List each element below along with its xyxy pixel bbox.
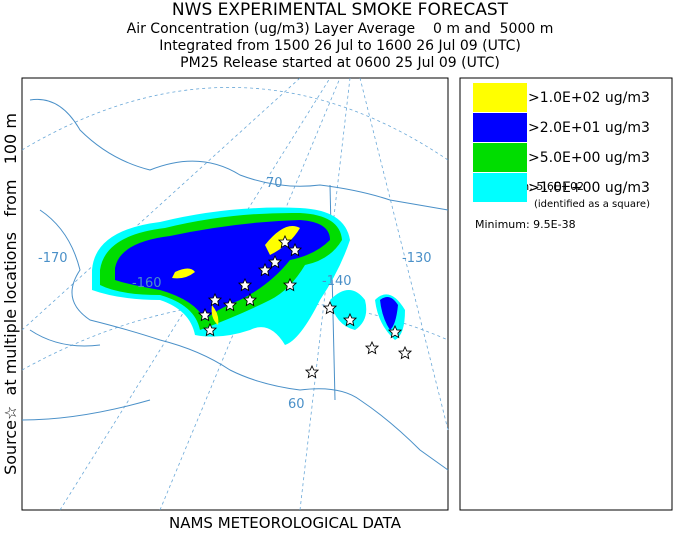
header-line: Integrated from 1500 26 Jul to 1600 26 J… [159, 38, 521, 54]
map-label: -130 [402, 251, 432, 266]
legend-swatch [473, 143, 527, 172]
title: NWS EXPERIMENTAL SMOKE FORECAST [172, 0, 509, 20]
map-label: 70 [266, 176, 283, 191]
map-label: -170 [38, 251, 68, 266]
map-label: 60 [288, 397, 305, 412]
legend-swatch [473, 113, 527, 142]
maximum-note: (identified as a square) [534, 199, 650, 210]
legend-swatch [473, 83, 527, 112]
legend: Maximum: 5.6E+02 (identified as a square… [459, 77, 673, 511]
legend-label: >5.0E+00 ug/m3 [528, 150, 650, 166]
legend-frame [459, 77, 673, 511]
legend-label: >1.0E+00 ug/m3 [528, 180, 650, 196]
map-label: -140 [322, 274, 352, 289]
side-label: Source☆ at multiple locations from 100 m [1, 113, 20, 475]
minimum: Minimum: 9.5E-38 [475, 218, 576, 231]
header-line: Air Concentration (ug/m3) Layer Average … [127, 21, 554, 37]
footer: NAMS METEOROLOGICAL DATA [169, 514, 402, 532]
legend-swatch [473, 173, 527, 202]
legend-label: >2.0E+01 ug/m3 [528, 120, 650, 136]
header-line: PM25 Release started at 0600 25 Jul 09 (… [180, 55, 500, 71]
map-label: -160 [132, 276, 162, 291]
legend-label: >1.0E+02 ug/m3 [528, 90, 650, 106]
map: -170 -160 -140 -130 70 60 [21, 77, 449, 511]
